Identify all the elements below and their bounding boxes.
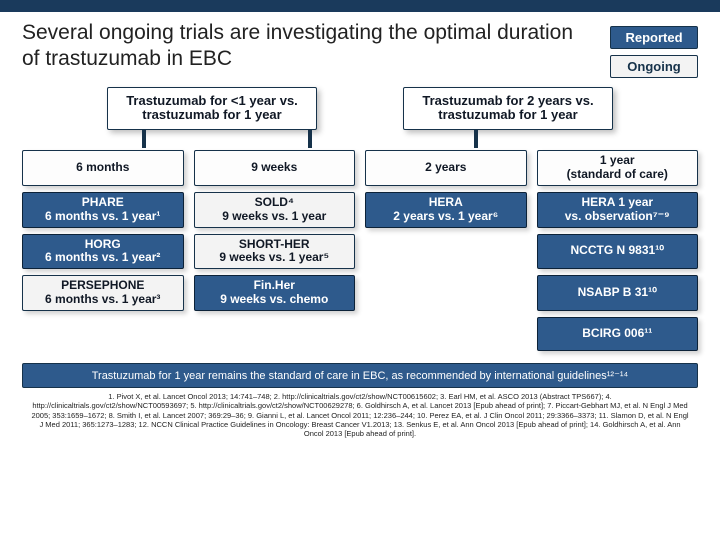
trial-grid: 6 months 9 weeks 2 years 1 year (standar… — [22, 150, 698, 350]
summary-strip: Trastuzumab for 1 year remains the stand… — [22, 363, 698, 388]
legend: Reported Ongoing — [610, 26, 698, 78]
cell-finher: Fin.Her 9 weeks vs. chemo — [194, 275, 356, 311]
diagram: Trastuzumab for <1 year vs. trastuzumab … — [0, 77, 720, 357]
shorther-title: SHORT-HER — [239, 238, 310, 252]
cell-hera2: HERA 2 years vs. 1 year⁶ — [365, 192, 527, 228]
cell-hera1: HERA 1 year vs. observation⁷⁻⁹ — [537, 192, 699, 228]
head-1year: 1 year (standard of care) — [537, 150, 699, 186]
cell-nsabp: NSABP B 31¹⁰ — [537, 275, 699, 311]
hera1-title: HERA 1 year — [581, 196, 653, 210]
sold-sub: 9 weeks vs. 1 year — [222, 210, 326, 224]
pers-sub: 6 months vs. 1 year³ — [45, 293, 160, 307]
parent-row: Trastuzumab for <1 year vs. trastuzumab … — [82, 87, 638, 131]
head-2years: 2 years — [365, 150, 527, 186]
cell-horg: HORG 6 months vs. 1 year² — [22, 234, 184, 270]
hera1-sub: vs. observation⁷⁻⁹ — [565, 210, 670, 224]
head-6months: 6 months — [22, 150, 184, 186]
hera2-title: HERA — [429, 196, 463, 210]
horg-title: HORG — [85, 238, 121, 252]
conn-3 — [474, 130, 478, 148]
fin-title: Fin.Her — [254, 279, 295, 293]
shorther-sub: 9 weeks vs. 1 year⁵ — [219, 251, 329, 265]
hera2-sub: 2 years vs. 1 year⁶ — [393, 210, 498, 224]
phare-title: PHARE — [82, 196, 124, 210]
cell-phare: PHARE 6 months vs. 1 year¹ — [22, 192, 184, 228]
legend-reported: Reported — [610, 26, 698, 49]
horg-sub: 6 months vs. 1 year² — [45, 251, 160, 265]
cell-persephone: PERSEPHONE 6 months vs. 1 year³ — [22, 275, 184, 311]
conn-1 — [142, 130, 146, 148]
legend-ongoing: Ongoing — [610, 55, 698, 78]
cell-ncctg: NCCTG N 9831¹⁰ — [537, 234, 699, 270]
slide-title: Several ongoing trials are investigating… — [22, 20, 582, 73]
parent-right: Trastuzumab for 2 years vs. trastuzumab … — [403, 87, 613, 131]
cell-shorther: SHORT-HER 9 weeks vs. 1 year⁵ — [194, 234, 356, 270]
fin-sub: 9 weeks vs. chemo — [220, 293, 328, 307]
cell-bcirg: BCIRG 006¹¹ — [537, 317, 699, 351]
cell-sold: SOLD⁴ 9 weeks vs. 1 year — [194, 192, 356, 228]
references: 1. Pivot X, et al. Lancet Oncol 2013; 14… — [0, 388, 720, 439]
pers-title: PERSEPHONE — [61, 279, 144, 293]
parent-left: Trastuzumab for <1 year vs. trastuzumab … — [107, 87, 317, 131]
conn-2 — [308, 130, 312, 148]
sold-title: SOLD⁴ — [255, 196, 294, 210]
header: Several ongoing trials are investigating… — [0, 12, 720, 77]
top-accent-bar — [0, 0, 720, 12]
head-9weeks: 9 weeks — [194, 150, 356, 186]
phare-sub: 6 months vs. 1 year¹ — [45, 210, 160, 224]
connectors — [82, 130, 638, 148]
right-split: NCCTG N 9831¹⁰ NSABP B 31¹⁰ — [537, 234, 699, 311]
